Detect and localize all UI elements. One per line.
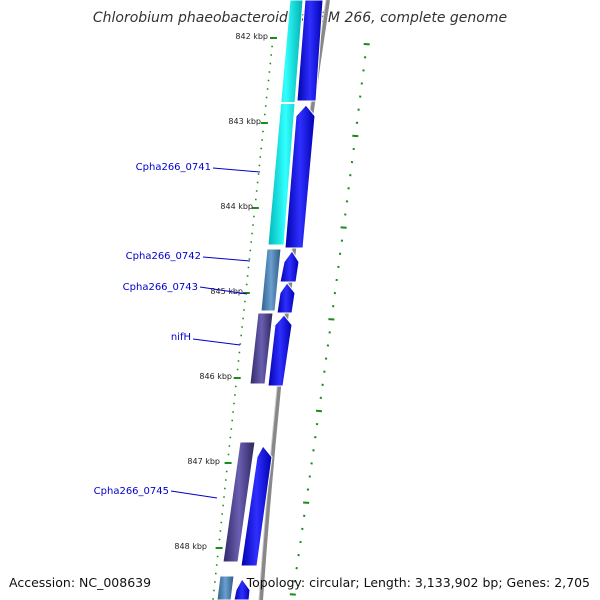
cds-arrow-next[interactable] bbox=[233, 578, 251, 600]
gc-content-ticks bbox=[289, 43, 370, 596]
gene-label-cpha266-0741[interactable]: Cpha266_0741 bbox=[136, 162, 211, 173]
cog-feature-0741[interactable] bbox=[267, 0, 304, 246]
cds-arrow-nifh[interactable] bbox=[267, 314, 293, 387]
gene-label-cpha266-0745[interactable]: Cpha266_0745 bbox=[94, 486, 169, 497]
cds-arrow-0743[interactable] bbox=[276, 282, 296, 314]
cds-arrow-upstream[interactable] bbox=[296, 0, 324, 102]
cog-feature-ring bbox=[216, 0, 304, 600]
cog-feature-nifh[interactable] bbox=[249, 312, 274, 385]
cog-feature-0742[interactable] bbox=[260, 248, 282, 312]
gene-label-cpha266-0743[interactable]: Cpha266_0743 bbox=[123, 282, 198, 293]
callout-line-0743 bbox=[199, 286, 248, 295]
cog-feature-0745[interactable] bbox=[222, 441, 256, 563]
ruler-labels: 842 kbp 843 kbp 844 kbp 845 kbp 846 kbp … bbox=[174, 32, 268, 551]
accession-label: Accession: NC_008639 bbox=[9, 575, 152, 590]
callout-line-0742 bbox=[202, 256, 251, 262]
gene-callouts: Cpha266_0741 Cpha266_0742 Cpha266_0743 n… bbox=[94, 162, 261, 499]
ruler-ticks bbox=[212, 37, 277, 600]
cds-arrow-0742[interactable] bbox=[279, 250, 300, 283]
gene-label-nifh[interactable]: nifH bbox=[171, 332, 191, 343]
ruler-label-847: 847 kbp bbox=[187, 457, 220, 466]
ruler-label-844: 844 kbp bbox=[220, 202, 253, 211]
callout-line-0745 bbox=[170, 490, 218, 499]
cds-arrow-0741[interactable] bbox=[284, 104, 316, 249]
cds-forward-ring bbox=[233, 0, 324, 600]
genome-summary: Topology: circular; Length: 3,133,902 bp… bbox=[246, 575, 590, 590]
cog-feature-next[interactable] bbox=[216, 575, 235, 600]
gene-label-cpha266-0742[interactable]: Cpha266_0742 bbox=[126, 251, 201, 262]
ruler-label-843: 843 kbp bbox=[228, 117, 261, 126]
ruler-label-848: 848 kbp bbox=[174, 542, 207, 551]
cds-arrow-0745[interactable] bbox=[240, 445, 273, 567]
ruler-label-845: 845 kbp bbox=[210, 287, 243, 296]
callout-line-nifh bbox=[192, 338, 241, 346]
ruler-label-846: 846 kbp bbox=[199, 372, 232, 381]
ruler-label-842: 842 kbp bbox=[235, 32, 268, 41]
callout-line-0741 bbox=[212, 167, 261, 173]
